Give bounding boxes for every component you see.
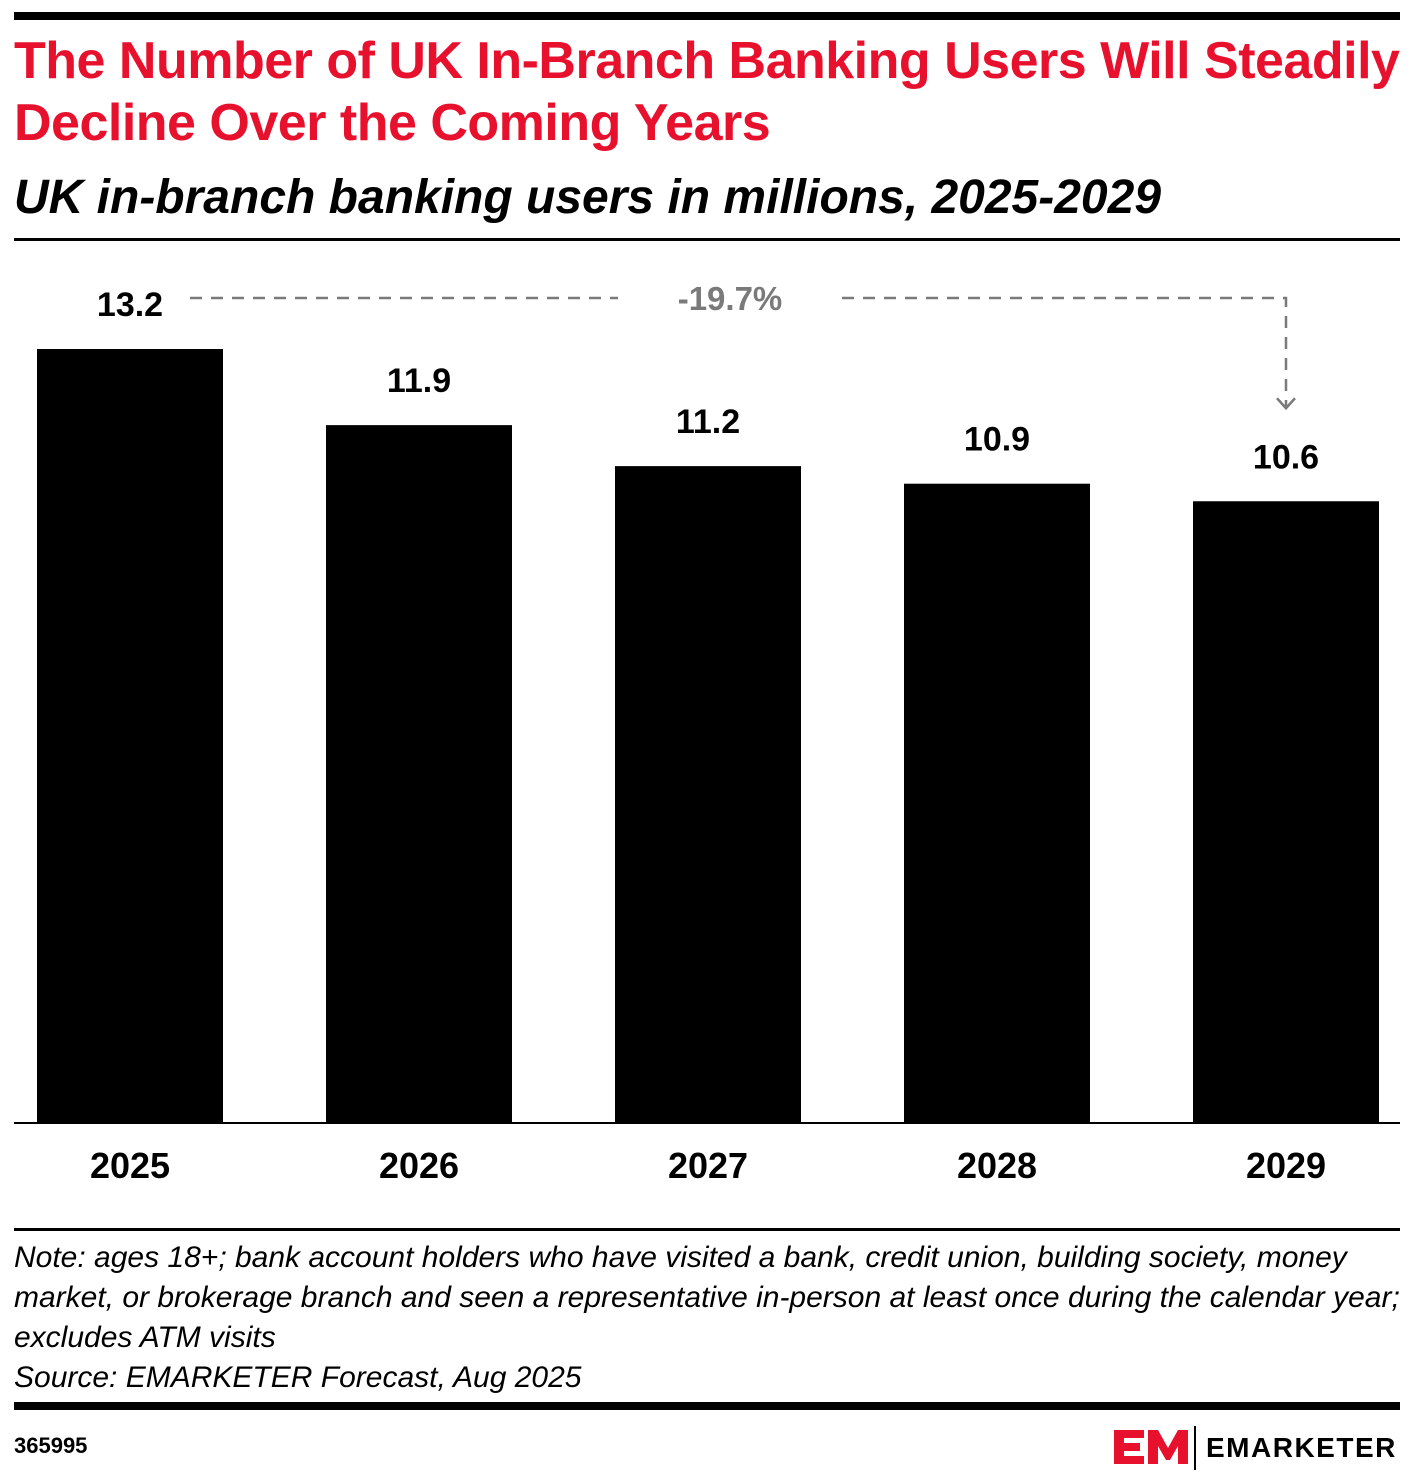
value-label-2026: 11.9	[387, 362, 451, 400]
chart-subtitle: UK in-branch banking users in millions, …	[14, 171, 1162, 224]
x-tick-2027: 2027	[668, 1145, 748, 1186]
footer-rule	[14, 1402, 1400, 1410]
chart-id: 365995	[14, 1433, 88, 1458]
subtitle-rule	[14, 238, 1400, 241]
bar-2029	[1193, 501, 1379, 1122]
chart-note: Note: ages 18+; bank account holders who…	[14, 1238, 1404, 1398]
change-annotation: -19.7%	[190, 280, 1296, 411]
value-label-2027: 11.2	[676, 403, 740, 441]
annotation-line-right	[842, 296, 1288, 407]
x-tick-2026: 2026	[379, 1145, 459, 1186]
bar-chart: 13.2 2025 11.9 2026 11.2 2027 10.9 2028 10.6 2029…	[14, 280, 1400, 1186]
source-text: Source: EMARKETER Forecast, Aug 2025	[14, 1361, 582, 1394]
bar-2027	[615, 466, 801, 1122]
annotation-label: -19.7%	[678, 280, 783, 317]
note-text: Note: ages 18+; bank account holders who…	[14, 1241, 1400, 1354]
x-tick-2028: 2028	[957, 1145, 1037, 1186]
bar-2025	[37, 349, 223, 1122]
annotation-arrowhead	[1276, 397, 1296, 411]
bars-layer: 13.2 2025 11.9 2026 11.2 2027 10.9 2028 10.6 2029	[37, 286, 1379, 1186]
top-rule	[14, 12, 1400, 20]
value-label-2028: 10.9	[964, 421, 1030, 459]
note-rule	[14, 1228, 1400, 1231]
x-tick-2029: 2029	[1246, 1145, 1326, 1186]
em-logo-icon	[1114, 1426, 1196, 1470]
emarketer-logo[interactable]: EMARKETER	[1112, 1422, 1402, 1474]
brand-wordmark: EMARKETER	[1206, 1432, 1397, 1463]
bar-2026	[326, 425, 512, 1122]
x-tick-2025: 2025	[90, 1145, 170, 1186]
bar-2028	[904, 483, 1090, 1122]
chart-title: The Number of UK In-Branch Banking Users…	[14, 32, 1400, 152]
value-label-2029: 10.6	[1253, 438, 1319, 476]
value-label-2025: 13.2	[97, 286, 163, 324]
